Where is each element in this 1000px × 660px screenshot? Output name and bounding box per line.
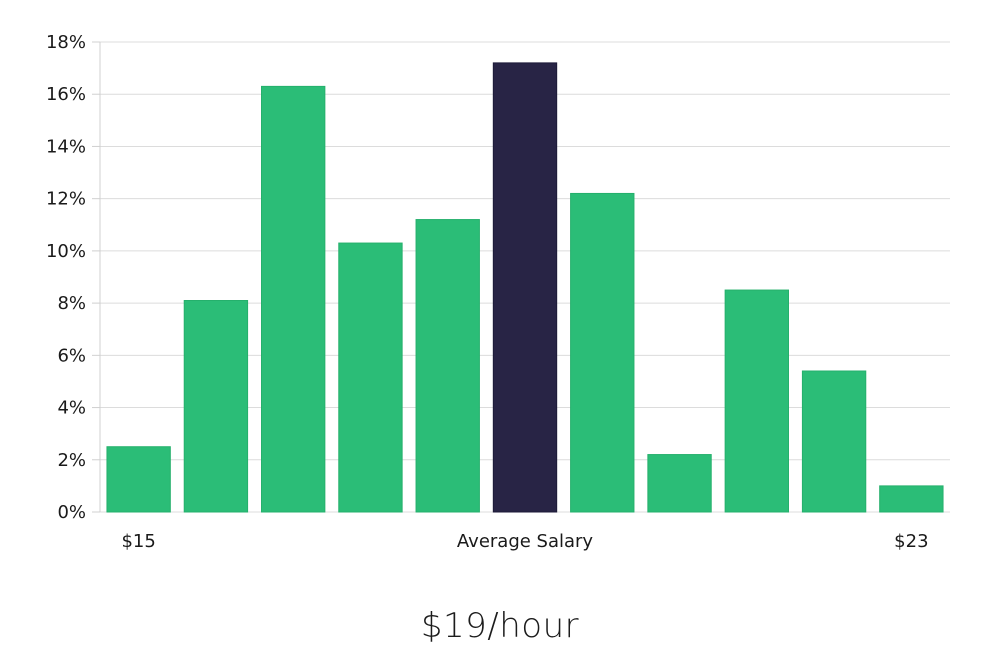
bar-highlight (492, 62, 558, 513)
y-tick-label-16: 16% (46, 84, 86, 105)
bar-3 (338, 242, 403, 513)
y-tick-label-12: 12% (46, 189, 86, 210)
average-salary-headline: $19/hour (420, 606, 580, 646)
y-tick-label-10: 10% (46, 241, 86, 262)
y-tick-label-6: 6% (57, 345, 86, 366)
y-tick-label-4: 4% (57, 398, 86, 419)
bar-7 (647, 454, 712, 513)
bar-10 (879, 485, 944, 513)
y-tick-label-0: 0% (57, 502, 86, 523)
x-tick-label-2: $23 (894, 531, 928, 552)
y-tick-label-2: 2% (57, 450, 86, 471)
bar-0 (106, 446, 171, 513)
y-tick-label-14: 14% (46, 136, 86, 157)
x-tick-label-0: $15 (121, 531, 155, 552)
y-axis: 0% 2% 4% 6% 8% 10% 12% 14% 16% 18% (46, 32, 100, 523)
bar-4 (415, 219, 480, 513)
bar-6 (570, 192, 635, 513)
x-tick-label-1: Average Salary (457, 531, 594, 552)
y-tick-label-18: 18% (46, 32, 86, 53)
bar-9 (801, 370, 867, 513)
bar-1 (183, 300, 249, 513)
x-axis: $15 Average Salary $23 (121, 531, 928, 552)
bars (106, 62, 944, 513)
salary-distribution-chart: 0% 2% 4% 6% 8% 10% 12% 14% 16% 18% $15 Average Sal… (46, 32, 950, 552)
bar-2 (261, 85, 326, 513)
y-tick-label-8: 8% (57, 293, 86, 314)
bar-8 (724, 289, 789, 513)
